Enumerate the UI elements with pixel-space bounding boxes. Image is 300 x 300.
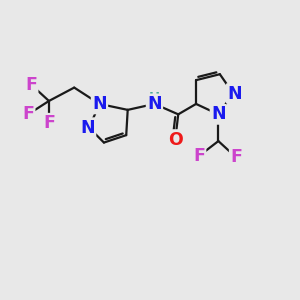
Text: N: N bbox=[147, 95, 162, 113]
Text: N: N bbox=[211, 105, 226, 123]
Text: F: F bbox=[25, 76, 37, 94]
Text: F: F bbox=[43, 114, 55, 132]
Text: F: F bbox=[22, 105, 34, 123]
Text: N: N bbox=[80, 119, 95, 137]
Text: N: N bbox=[92, 95, 107, 113]
Text: H: H bbox=[149, 91, 160, 104]
Text: F: F bbox=[230, 148, 242, 166]
Text: F: F bbox=[193, 147, 205, 165]
Text: O: O bbox=[168, 130, 183, 148]
Text: N: N bbox=[227, 85, 242, 103]
